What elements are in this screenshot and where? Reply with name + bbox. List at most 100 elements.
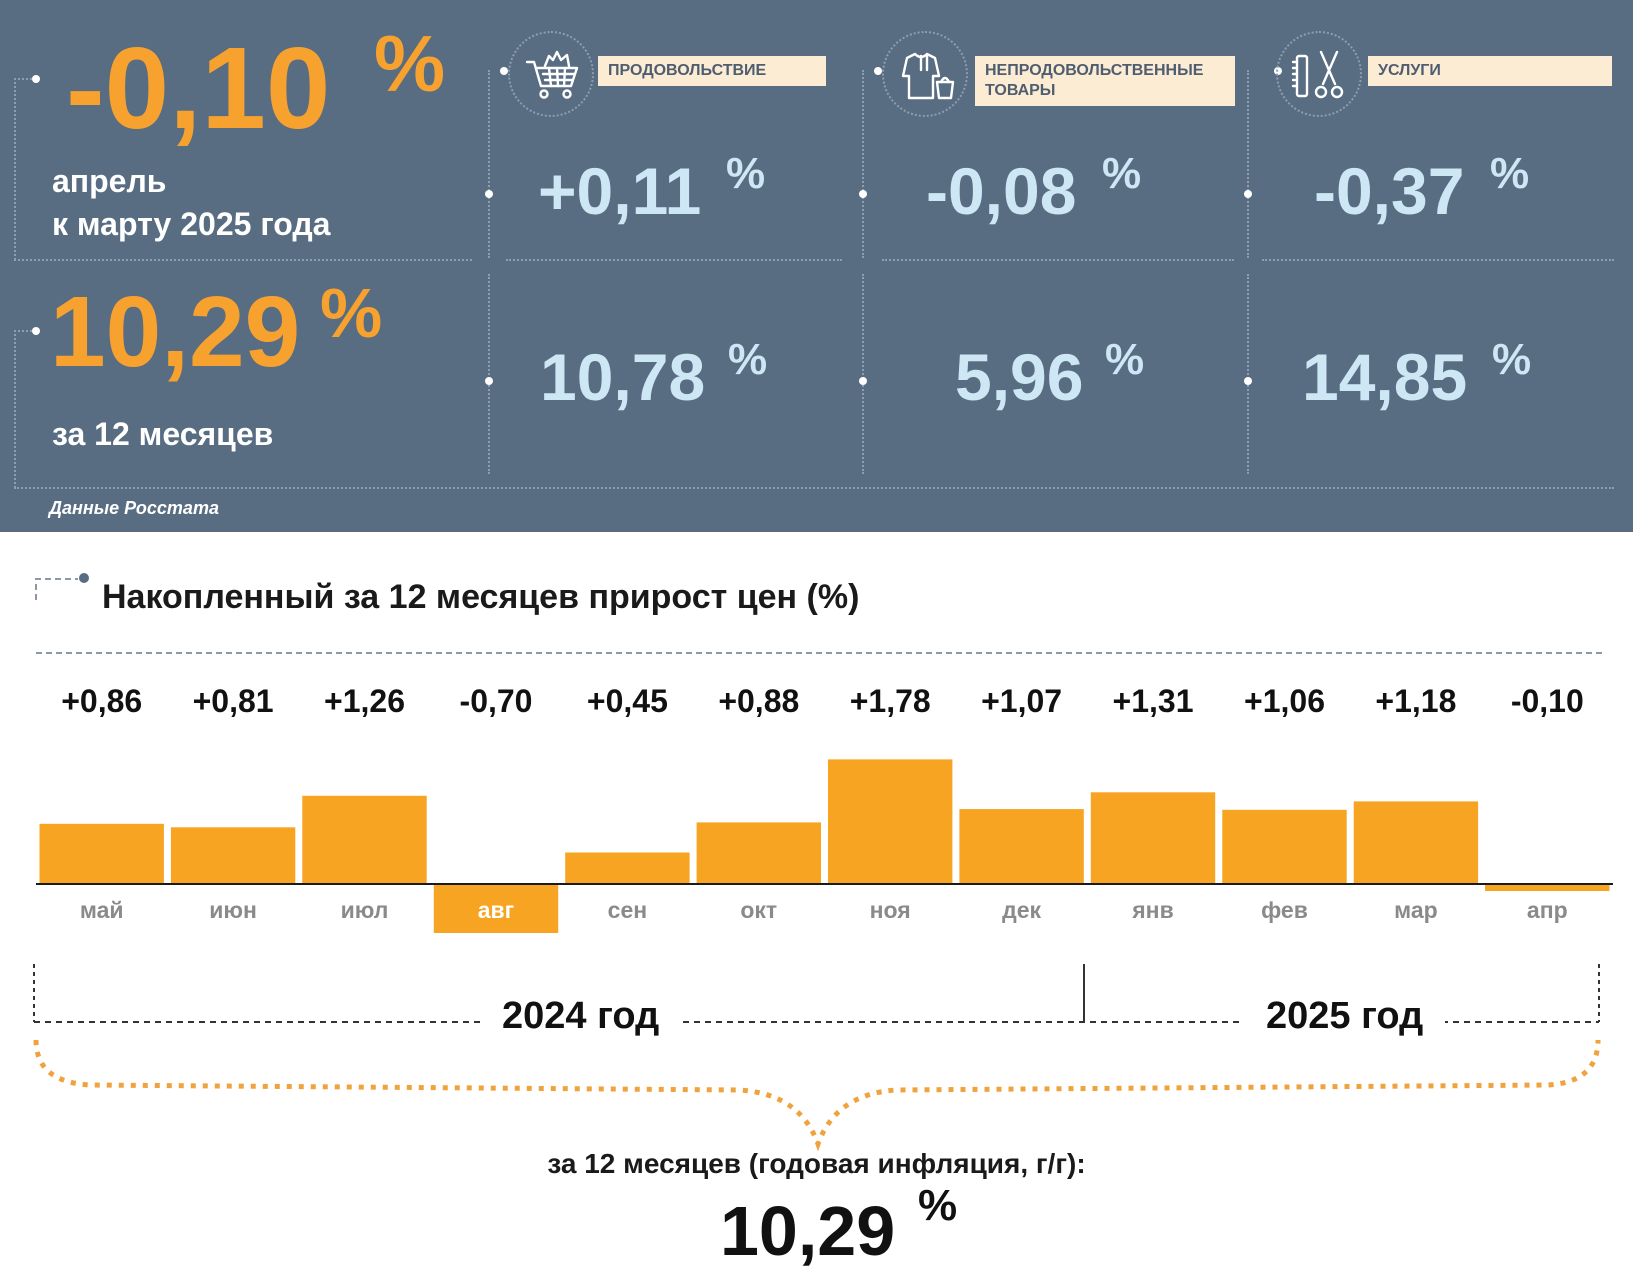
divider (488, 274, 490, 474)
month-label: сен (608, 897, 647, 923)
percent-sign: % (728, 335, 768, 384)
value-label: +1,07 (981, 683, 1062, 719)
year-label-2025: 2025 год (1244, 995, 1446, 1038)
value-label: +1,06 (1244, 683, 1325, 719)
value-label: +0,45 (587, 683, 668, 719)
value-label: +0,88 (718, 683, 799, 719)
food-monthly-number: +0,11 (538, 154, 702, 228)
bullet-dot (859, 190, 867, 198)
chart-title: Накопленный за 12 месяцев прирост цен (%… (102, 578, 860, 616)
month-labels: май июн июл авг сен окт ноя дек янв фев мар апр (80, 897, 1568, 923)
value-label: +1,26 (324, 683, 405, 719)
scissors-comb-icon (1276, 31, 1362, 117)
category-label-nonfood: НЕПРОДОВОЛЬСТВЕННЫЕ ТОВАРЫ (975, 56, 1235, 106)
monthly-inflation-number: -0,10 (66, 23, 331, 153)
divider (506, 259, 842, 261)
bar-янв (1090, 792, 1216, 884)
category-label-food: ПРОДОВОЛЬСТВИЕ (598, 56, 826, 86)
category-label-text: ТОВАРЫ (985, 82, 1056, 99)
category-label-text: УСЛУГИ (1378, 62, 1441, 79)
annual-inflation-number: 10,29 (50, 276, 301, 388)
bullet-dot (32, 75, 40, 83)
annual-inflation-caption: за 12 месяцев (годовая инфляция, г/г): (547, 1148, 1086, 1179)
value-labels: +0,86 +0,81 +1,26 -0,70 +0,45 +0,88 +1,78 +1,07… (61, 683, 1584, 719)
bar-июл (302, 795, 427, 884)
percent-sign: % (1490, 149, 1530, 198)
bar-ноя (828, 759, 953, 884)
nonfood-monthly-value: -0,08 % (926, 152, 1141, 225)
food-annual-value: 10,78 % (540, 338, 767, 411)
month-label: июн (209, 897, 257, 923)
divider (1247, 70, 1249, 258)
bullet-dot (874, 67, 882, 75)
bullet-dot (485, 190, 493, 198)
divider (1262, 259, 1614, 261)
value-label: +0,86 (61, 683, 142, 719)
divider (862, 70, 864, 258)
category-label-services: УСЛУГИ (1368, 56, 1612, 86)
bullet-dot (859, 377, 867, 385)
bullet-dot (32, 327, 40, 335)
monthly-period-line2: к марту 2025 года (52, 206, 331, 242)
divider (14, 259, 472, 261)
bar-июн (170, 827, 296, 884)
value-label: +1,31 (1113, 683, 1194, 719)
divider (14, 330, 36, 332)
month-label: май (80, 897, 124, 923)
month-label: авг (478, 897, 515, 923)
percent-sign: % (374, 19, 446, 108)
bar-апр (1485, 884, 1610, 891)
month-label: дек (1002, 897, 1041, 923)
value-label: +0,81 (193, 683, 274, 719)
nonfood-annual-number: 5,96 (955, 340, 1084, 414)
bullet-dot (500, 67, 508, 75)
month-label: фев (1261, 897, 1308, 923)
food-annual-number: 10,78 (540, 340, 706, 414)
services-monthly-number: -0,37 (1314, 154, 1465, 228)
divider (14, 78, 16, 260)
month-label: янв (1131, 897, 1173, 923)
monthly-period-line1: апрель (52, 163, 167, 199)
bullet-dot (485, 377, 493, 385)
bars (39, 759, 1610, 933)
shopping-cart-icon (508, 31, 594, 117)
bar-сен (565, 852, 690, 884)
services-annual-value: 14,85 % (1302, 338, 1531, 411)
divider (14, 487, 1614, 489)
bar-мар (1353, 801, 1479, 884)
clothing-icon (882, 31, 968, 117)
percent-sign: % (918, 1181, 958, 1230)
annual-inflation-value: 10,29 % (50, 278, 382, 382)
bar-май (39, 823, 164, 884)
food-monthly-value: +0,11 % (538, 152, 765, 225)
percent-sign: % (320, 274, 383, 352)
inflation-summary-panel: -0,10 % апрель к марту 2025 года 10,29 %… (0, 0, 1633, 532)
month-label: мар (1394, 897, 1438, 923)
monthly-inflation-bar-chart: +0,86 +0,81 +1,26 -0,70 +0,45 +0,88 +1,78 +1,07… (33, 573, 1613, 1152)
month-label: апр (1527, 897, 1568, 923)
year-bracket (33, 964, 1601, 1152)
bar-дек (959, 809, 1084, 884)
bar-фев (1222, 809, 1347, 884)
percent-sign: % (726, 149, 766, 198)
divider (862, 274, 864, 474)
nonfood-monthly-number: -0,08 (926, 154, 1077, 228)
nonfood-annual-value: 5,96 % (955, 338, 1144, 411)
divider (14, 78, 36, 80)
category-label-text: НЕПРОДОВОЛЬСТВЕННЫЕ (985, 62, 1204, 79)
value-label: -0,10 (1511, 683, 1584, 719)
month-label: окт (740, 897, 777, 923)
category-label-text: ПРОДОВОЛЬСТВИЕ (608, 62, 767, 79)
value-label: -0,70 (460, 683, 533, 719)
value-label: +1,18 (1375, 683, 1456, 719)
data-source-note: Данные Росстата (49, 498, 219, 518)
year-label-2024: 2024 год (480, 995, 682, 1038)
month-label: ноя (870, 897, 911, 923)
divider (488, 70, 490, 258)
bar-авг (433, 884, 559, 933)
divider (1247, 274, 1249, 474)
divider (882, 259, 1234, 261)
percent-sign: % (1492, 335, 1532, 384)
annual-period-label: за 12 месяцев (52, 416, 274, 452)
annual-inflation-total-number: 10,29 (720, 1192, 896, 1270)
